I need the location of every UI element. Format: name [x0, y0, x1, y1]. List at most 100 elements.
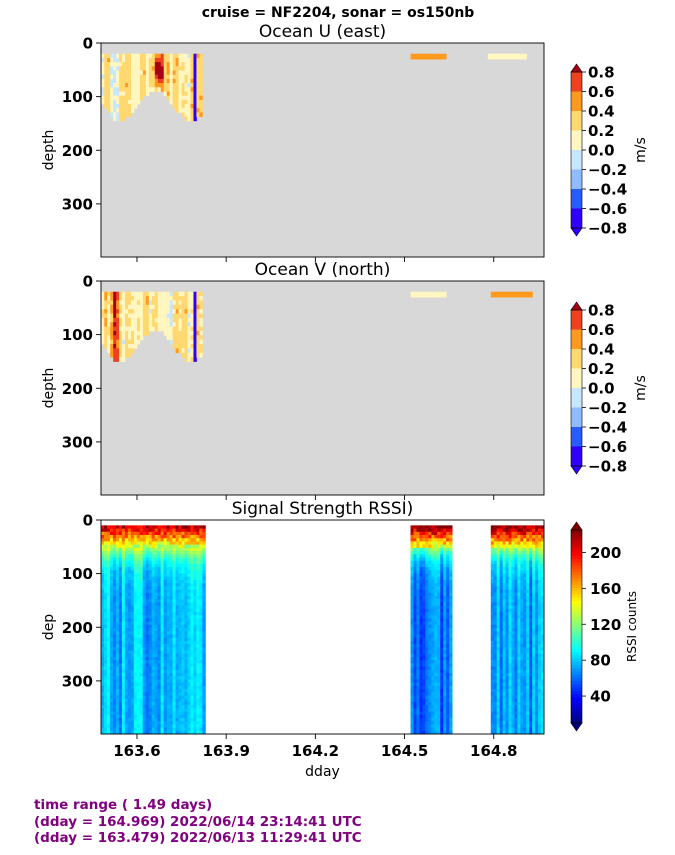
cell	[431, 567, 435, 571]
cell	[145, 74, 150, 80]
cell	[422, 676, 426, 680]
cell	[142, 615, 147, 619]
cell	[196, 573, 200, 578]
cell	[499, 544, 504, 549]
cell	[128, 300, 132, 306]
cell	[184, 644, 188, 648]
cell	[118, 634, 123, 639]
cell	[163, 624, 167, 629]
cell	[434, 714, 438, 719]
cell	[431, 557, 435, 562]
cell	[130, 669, 135, 674]
cell	[437, 544, 441, 549]
cell	[136, 330, 141, 336]
cell	[154, 615, 159, 619]
cell	[520, 647, 524, 651]
cell	[496, 637, 501, 642]
cell	[514, 538, 518, 542]
cell	[110, 108, 114, 113]
cell	[104, 339, 108, 345]
cell	[148, 676, 153, 680]
cell	[428, 583, 432, 587]
cell	[422, 567, 426, 571]
cell	[139, 650, 144, 655]
cell	[502, 724, 506, 728]
cell	[130, 599, 135, 603]
cell	[202, 621, 206, 626]
cell	[169, 563, 173, 568]
cell	[124, 634, 129, 639]
cell	[107, 339, 111, 345]
cell	[106, 637, 111, 642]
cell	[199, 525, 203, 529]
cell	[101, 528, 105, 533]
colorbar-tick-label: −0.4	[588, 181, 627, 199]
cell	[136, 676, 141, 680]
cell	[127, 599, 132, 603]
cell	[130, 721, 135, 725]
cell	[199, 99, 203, 105]
cell	[490, 605, 495, 610]
cell	[196, 304, 200, 310]
cell	[425, 560, 429, 565]
cell	[142, 682, 147, 687]
cell	[416, 631, 420, 635]
cell	[178, 528, 182, 533]
cell	[136, 300, 141, 306]
cell	[184, 547, 188, 552]
cell	[190, 673, 194, 677]
cell	[416, 528, 420, 533]
cell	[124, 711, 129, 716]
cell	[101, 595, 105, 600]
cell	[434, 599, 438, 603]
cell	[136, 573, 141, 578]
cell	[121, 579, 126, 584]
cell	[172, 698, 176, 703]
cell	[508, 631, 512, 635]
cell	[169, 589, 173, 594]
cell	[113, 112, 117, 117]
cell	[187, 348, 191, 354]
cell	[119, 116, 123, 122]
cell	[104, 344, 108, 349]
cell	[127, 531, 132, 536]
cell	[422, 705, 426, 709]
cell	[413, 602, 417, 607]
cell	[160, 602, 165, 607]
cell	[181, 727, 185, 732]
cell	[184, 717, 188, 722]
cell	[190, 344, 194, 349]
cell	[112, 628, 117, 632]
cell	[502, 679, 506, 684]
cell	[523, 567, 527, 571]
cell	[104, 53, 108, 59]
cell	[490, 628, 495, 632]
cell	[440, 650, 444, 655]
cell	[437, 637, 441, 642]
cell	[107, 83, 111, 88]
cell	[121, 560, 126, 565]
cell	[103, 727, 108, 732]
cell	[109, 637, 114, 642]
cell	[175, 685, 179, 690]
cell	[514, 647, 518, 651]
cell	[178, 547, 182, 552]
cell	[419, 708, 423, 712]
cell	[508, 612, 512, 616]
cell	[523, 605, 527, 610]
cell	[175, 705, 179, 709]
cell	[172, 695, 176, 700]
cell	[419, 656, 423, 661]
cell	[523, 560, 527, 565]
cell	[169, 673, 173, 677]
cell	[431, 551, 435, 555]
cell	[434, 618, 438, 623]
cell	[160, 83, 165, 88]
cell	[118, 589, 123, 594]
cell	[440, 730, 444, 735]
cell	[115, 595, 120, 600]
cell	[493, 618, 498, 623]
cell	[428, 551, 432, 555]
cell	[434, 615, 438, 619]
cell	[172, 679, 176, 684]
